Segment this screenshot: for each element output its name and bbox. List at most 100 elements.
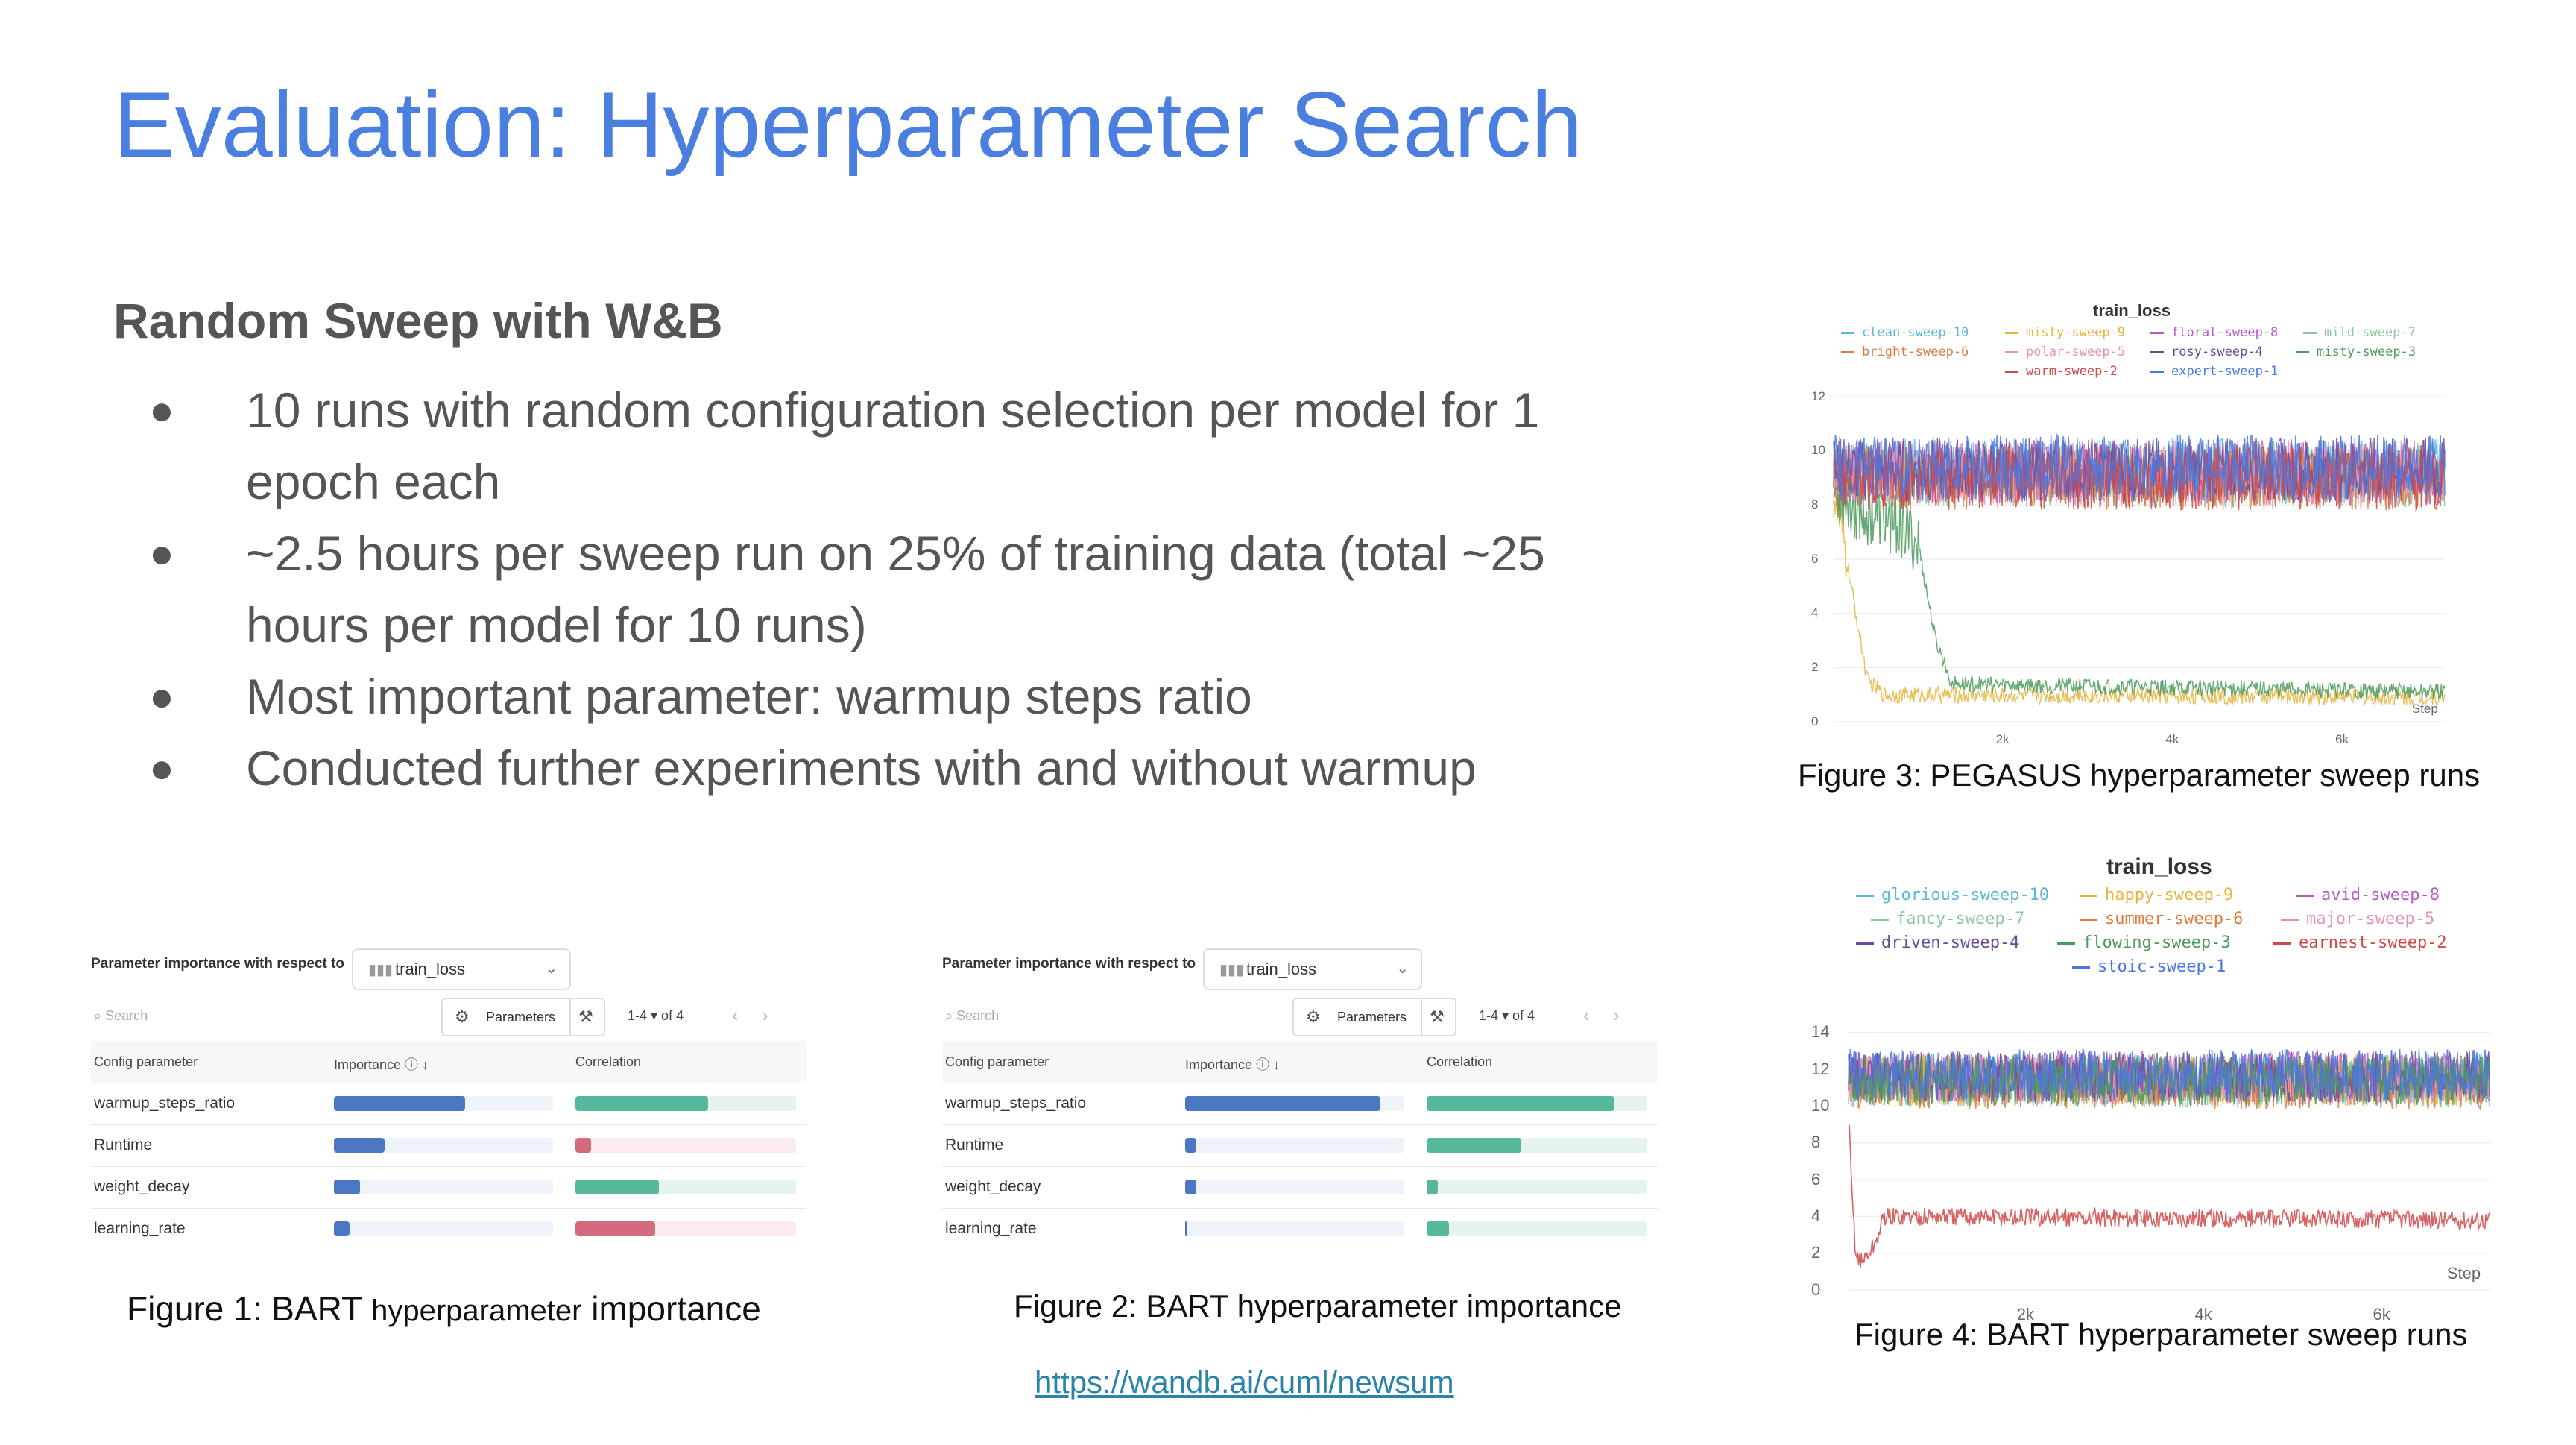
y-tick-label: 8	[1811, 1133, 1820, 1152]
legend-label: earnest-sweep-2	[2299, 934, 2447, 952]
table-row: Runtime	[942, 1124, 1658, 1167]
parameters-button[interactable]: ⚙ Parameters	[441, 998, 571, 1036]
series-line	[1849, 1124, 2490, 1268]
legend-item[interactable]: misty-sweep-9	[2005, 325, 2125, 340]
bullet-item: ● Conducted further experiments with and…	[149, 732, 1670, 804]
legend-swatch	[2005, 351, 2018, 353]
legend-item[interactable]: glorious-sweep-10	[1856, 886, 2049, 904]
legend-label: glorious-sweep-10	[1881, 886, 2049, 904]
series-line	[1834, 472, 2445, 699]
legend-item[interactable]: warm-sweep-2	[2005, 364, 2118, 379]
legend-swatch	[2150, 332, 2164, 334]
prev-page-icon[interactable]: ‹	[732, 1004, 739, 1027]
next-page-icon[interactable]: ›	[1613, 1004, 1620, 1027]
figure3-caption: Figure 3: PEGASUS hyperparameter sweep r…	[1798, 758, 2480, 793]
col-importance[interactable]: Importance ⓘ ↓	[1185, 1054, 1280, 1074]
gear-icon: ⚙	[1306, 1007, 1321, 1027]
correlation-bar	[575, 1138, 591, 1153]
legend-item[interactable]: bright-sweep-6	[1841, 344, 1969, 359]
param-name: learning_rate	[945, 1220, 1037, 1238]
bullet-dot-icon: ●	[149, 661, 174, 732]
legend-swatch	[2281, 919, 2299, 921]
legend-swatch	[2057, 942, 2075, 945]
x-tick-label: 2k	[1996, 732, 2010, 747]
search-icon: ⌕	[945, 1008, 953, 1023]
correlation-bar-track	[1427, 1096, 1647, 1111]
bullet-item: ● ~2.5 hours per sweep run on 25% of tra…	[149, 517, 1670, 661]
col-correlation[interactable]: Correlation	[1427, 1054, 1492, 1070]
legend-label: avid-sweep-8	[2321, 886, 2440, 904]
y-tick-label: 6	[1811, 552, 1818, 567]
next-page-icon[interactable]: ›	[762, 1004, 768, 1027]
magic-wand-button[interactable]: ⚒	[1419, 998, 1456, 1036]
legend-item[interactable]: expert-sweep-1	[2150, 364, 2278, 379]
prev-page-icon[interactable]: ‹	[1583, 1004, 1590, 1027]
importance-bar-track	[334, 1180, 553, 1194]
importance-bar	[334, 1221, 350, 1236]
table-header: Config parameter Importance ⓘ ↓ Correlat…	[942, 1041, 1658, 1083]
legend-item[interactable]: fancy-sweep-7	[1871, 910, 2024, 928]
metric-select-value: train_loss	[395, 960, 465, 979]
chevron-down-icon: ⌄	[1396, 959, 1409, 978]
legend-item[interactable]: rosy-sweep-4	[2150, 344, 2263, 359]
y-tick-label: 4	[1811, 605, 1818, 620]
col-correlation[interactable]: Correlation	[575, 1054, 641, 1070]
y-tick-label: 10	[1811, 443, 1825, 458]
bullet-dot-icon: ●	[149, 517, 174, 589]
legend-label: mild-sweep-7	[2324, 325, 2416, 340]
importance-bar	[1185, 1138, 1196, 1153]
param-name: weight_decay	[945, 1178, 1041, 1196]
bar-chart-icon: ▮▮▮	[368, 960, 393, 979]
metric-select[interactable]: ▮▮▮ train_loss ⌄	[352, 948, 571, 990]
figure4-chart: train_loss glorious-sweep-10 happy-sweep-9…	[1789, 850, 2504, 1312]
figure1-caption-c: importance	[581, 1289, 760, 1328]
param-name: warmup_steps_ratio	[945, 1095, 1086, 1112]
col-config-parameter[interactable]: Config parameter	[945, 1054, 1049, 1070]
y-tick-label: 10	[1811, 1096, 1829, 1115]
legend-item[interactable]: misty-sweep-3	[2296, 344, 2416, 359]
legend-label: fancy-sweep-7	[1896, 910, 2024, 928]
legend-item[interactable]: stoic-sweep-1	[2072, 957, 2226, 976]
legend-label: stoic-sweep-1	[2097, 957, 2226, 976]
legend-item[interactable]: polar-sweep-5	[2005, 344, 2125, 359]
wandb-link[interactable]: https://wandb.ai/cuml/newsum	[1035, 1364, 1454, 1400]
bullet-item: ● Most important parameter: warmup steps…	[149, 661, 1670, 732]
col-importance[interactable]: Importance ⓘ ↓	[334, 1054, 429, 1074]
chart-title: train_loss	[2093, 301, 2171, 321]
legend-item[interactable]: avid-sweep-8	[2296, 886, 2440, 904]
legend-item[interactable]: major-sweep-5	[2281, 910, 2434, 928]
search-input[interactable]: ⌕ Search	[94, 1008, 148, 1024]
legend-item[interactable]: mild-sweep-7	[2303, 325, 2416, 340]
legend-item[interactable]: earnest-sweep-2	[2273, 934, 2447, 952]
legend-swatch	[1841, 332, 1854, 334]
col-config-parameter[interactable]: Config parameter	[94, 1054, 198, 1070]
magic-wand-button[interactable]: ⚒	[568, 998, 605, 1036]
legend-item[interactable]: driven-sweep-4	[1856, 934, 2019, 952]
param-name: Runtime	[945, 1136, 1003, 1154]
correlation-bar	[575, 1096, 708, 1111]
parameters-button[interactable]: ⚙ Parameters	[1292, 998, 1422, 1036]
metric-select[interactable]: ▮▮▮ train_loss ⌄	[1203, 948, 1422, 990]
legend-swatch	[1841, 351, 1854, 353]
legend-item[interactable]: flowing-sweep-3	[2057, 934, 2231, 952]
pager-text: 1-4 ▾ of 4	[628, 1008, 684, 1024]
legend-label: major-sweep-5	[2306, 910, 2434, 928]
legend-swatch	[2005, 332, 2018, 334]
magic-wand-icon: ⚒	[1430, 1007, 1445, 1026]
importance-panel-figure1: Parameter importance with respect to ▮▮▮…	[91, 948, 806, 1262]
importance-bar	[1185, 1180, 1196, 1194]
legend-item[interactable]: summer-sweep-6	[2080, 910, 2243, 928]
x-tick-label: 4k	[2165, 732, 2179, 747]
legend-item[interactable]: happy-sweep-9	[2080, 886, 2233, 904]
correlation-bar-track	[1427, 1221, 1647, 1236]
param-name: weight_decay	[94, 1178, 189, 1196]
figure1-caption-a: Figure 1: BART	[127, 1289, 371, 1328]
legend-swatch	[2150, 371, 2164, 373]
legend-item[interactable]: clean-sweep-10	[1841, 325, 1969, 340]
legend-item[interactable]: floral-sweep-8	[2150, 325, 2278, 340]
panel-header: Parameter importance with respect to	[942, 956, 1196, 972]
search-placeholder: Search	[956, 1008, 999, 1023]
correlation-bar	[1427, 1096, 1614, 1111]
bullet-dot-icon: ●	[149, 374, 174, 446]
search-input[interactable]: ⌕ Search	[945, 1008, 999, 1024]
